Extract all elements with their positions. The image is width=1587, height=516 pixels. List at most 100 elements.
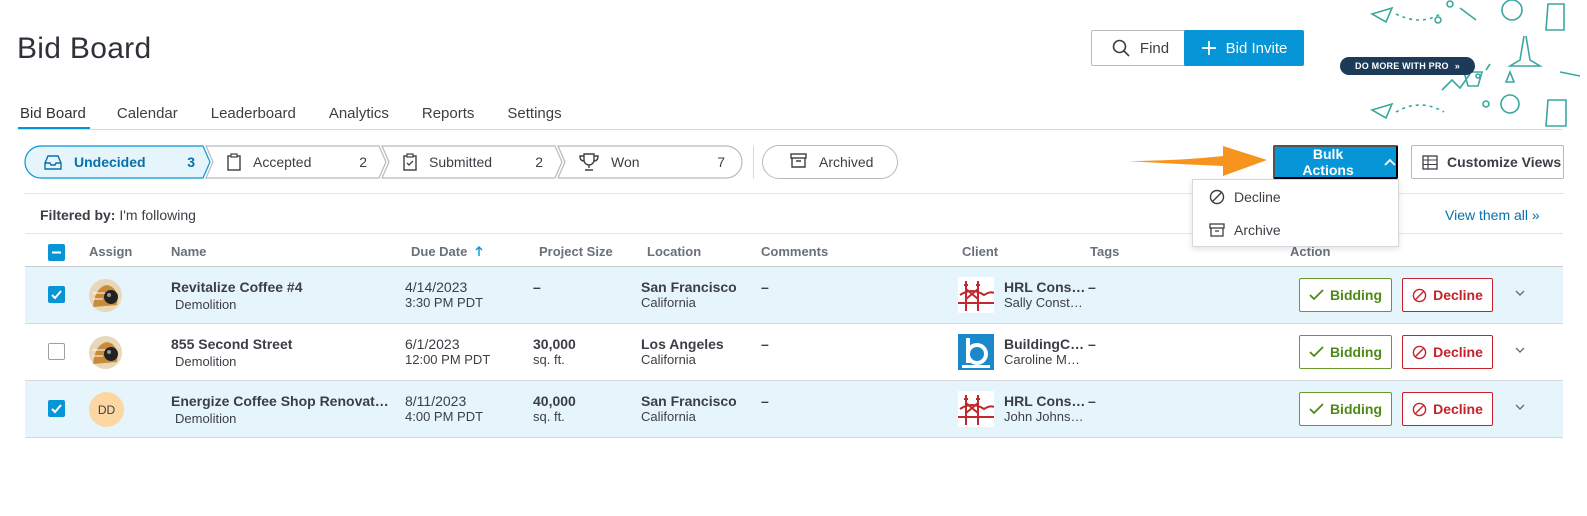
view-all-link[interactable]: View them all » (1445, 207, 1540, 223)
col-name[interactable]: Name (171, 244, 207, 259)
avatar[interactable]: DD (89, 392, 124, 427)
status-archived[interactable]: Archived (762, 145, 898, 179)
bidding-button[interactable]: Bidding (1299, 335, 1392, 369)
bidding-button[interactable]: Bidding (1299, 392, 1392, 426)
project-name[interactable]: Energize Coffee Shop Renovat… (171, 393, 389, 409)
due-time: 3:30 PM PDT (405, 295, 484, 310)
status-submitted-count: 2 (535, 154, 543, 170)
double-chevron-icon: » (1454, 61, 1460, 71)
project-name[interactable]: Revitalize Coffee #4 (171, 279, 303, 295)
status-undecided-label: Undecided (74, 154, 146, 170)
bulk-menu-archive[interactable]: Archive (1193, 213, 1398, 246)
filter-prefix: Filtered by: (40, 207, 116, 223)
table-row[interactable]: Revitalize Coffee #4 Demolition 4/14/202… (25, 267, 1563, 324)
due-time: 4:00 PM PDT (405, 409, 484, 424)
client-contact: John Johns… (1004, 409, 1084, 424)
checkmark-icon (1309, 289, 1324, 301)
decline-button[interactable]: Decline (1402, 278, 1493, 312)
bulk-actions-button[interactable]: Bulk Actions (1273, 145, 1398, 179)
chevron-up-icon (1384, 158, 1396, 166)
col-comments[interactable]: Comments (761, 244, 829, 259)
status-accepted[interactable]: Accepted 2 (205, 145, 387, 179)
project-size-unit: sq. ft. (533, 352, 565, 367)
client-name[interactable]: BuildingC… (1004, 336, 1085, 352)
decline-label: Decline (1433, 287, 1483, 303)
status-accepted-count: 2 (359, 154, 367, 170)
bulk-menu-decline[interactable]: Decline (1193, 180, 1398, 213)
project-trade: Demolition (175, 411, 237, 426)
pro-upsell-badge[interactable]: DO MORE WITH PRO » (1340, 57, 1475, 75)
comments: – (761, 279, 769, 295)
tab-calendar[interactable]: Calendar (116, 105, 178, 122)
row-checkbox[interactable] (48, 343, 65, 360)
col-due-date-label: Due Date (411, 244, 468, 259)
project-size: 40,000 (533, 393, 576, 409)
main-tabs: Bid Board Calendar Leaderboard Analytics… (18, 95, 595, 129)
table-grid-icon (1422, 154, 1438, 170)
status-submitted[interactable]: Submitted 2 (381, 145, 563, 179)
filter-divider (24, 193, 1564, 194)
tags: – (1088, 393, 1096, 409)
chevron-down-icon[interactable] (1514, 287, 1526, 299)
tab-bid-board[interactable]: Bid Board (18, 95, 90, 129)
decline-button[interactable]: Decline (1402, 335, 1493, 369)
status-pipeline: Undecided 3 Accepted 2 Submitted 2 Won 7… (24, 145, 898, 179)
table-row[interactable]: DD Energize Coffee Shop Renovat… Demolit… (25, 381, 1563, 438)
page-title: Bid Board (17, 32, 152, 65)
checkmark-icon (1309, 403, 1324, 415)
bidding-label: Bidding (1329, 344, 1383, 360)
tab-leaderboard[interactable]: Leaderboard (210, 105, 296, 122)
tab-settings[interactable]: Settings (507, 105, 562, 122)
status-submitted-label: Submitted (429, 154, 493, 170)
sort-ascending-icon (475, 246, 483, 256)
avatar[interactable] (89, 279, 122, 312)
bulk-menu-archive-label: Archive (1234, 221, 1281, 238)
comments: – (761, 336, 769, 352)
find-button[interactable]: Find (1091, 30, 1190, 66)
prohibit-icon (1412, 345, 1427, 359)
prohibit-icon (1412, 288, 1427, 302)
col-due-date[interactable]: Due Date (411, 244, 483, 259)
avatar[interactable] (89, 336, 122, 369)
col-location[interactable]: Location (647, 244, 702, 259)
row-checkbox[interactable] (48, 400, 65, 417)
col-assign[interactable]: Assign (89, 244, 133, 259)
row-checkbox[interactable] (48, 286, 65, 303)
bidding-button[interactable]: Bidding (1299, 278, 1392, 312)
clipboard-check-icon (403, 153, 417, 171)
bids-table: Assign Name Due Date Project Size Locati… (25, 233, 1563, 438)
client-name[interactable]: HRL Cons… (1004, 279, 1086, 295)
select-all-checkbox[interactable] (48, 244, 65, 261)
status-won[interactable]: Won 7 (557, 145, 743, 179)
checkmark-icon (1309, 346, 1324, 358)
project-trade: Demolition (175, 297, 237, 312)
client-logo-bridge-icon (958, 391, 995, 427)
chevron-down-icon[interactable] (1514, 344, 1526, 356)
col-tags[interactable]: Tags (1090, 244, 1120, 259)
plus-icon (1201, 41, 1216, 55)
due-date: 4/14/2023 (405, 279, 468, 295)
orange-pointer-arrow-icon (1127, 146, 1267, 176)
status-undecided[interactable]: Undecided 3 (24, 145, 211, 179)
client-contact: Caroline M… (1004, 352, 1080, 367)
col-client[interactable]: Client (962, 244, 999, 259)
client-name[interactable]: HRL Cons… (1004, 393, 1086, 409)
archive-box-icon (1209, 222, 1225, 237)
chevron-down-icon[interactable] (1514, 401, 1526, 413)
project-size: – (533, 279, 541, 295)
customize-views-button[interactable]: Customize Views (1411, 145, 1564, 179)
table-row[interactable]: 855 Second Street Demolition 6/1/2023 12… (25, 324, 1563, 381)
col-project-size[interactable]: Project Size (539, 244, 613, 259)
table-header: Assign Name Due Date Project Size Locati… (25, 233, 1563, 267)
due-date: 8/11/2023 (405, 393, 467, 409)
decline-button[interactable]: Decline (1402, 392, 1493, 426)
project-name[interactable]: 855 Second Street (171, 336, 293, 352)
tab-reports[interactable]: Reports (421, 105, 475, 122)
tab-analytics[interactable]: Analytics (328, 105, 389, 122)
search-icon (1112, 39, 1130, 57)
status-separator (753, 146, 754, 178)
decline-label: Decline (1433, 344, 1483, 360)
location-city: San Francisco (641, 393, 737, 409)
pro-badge-label: DO MORE WITH PRO (1355, 61, 1449, 71)
bid-invite-button[interactable]: Bid Invite (1184, 30, 1304, 66)
